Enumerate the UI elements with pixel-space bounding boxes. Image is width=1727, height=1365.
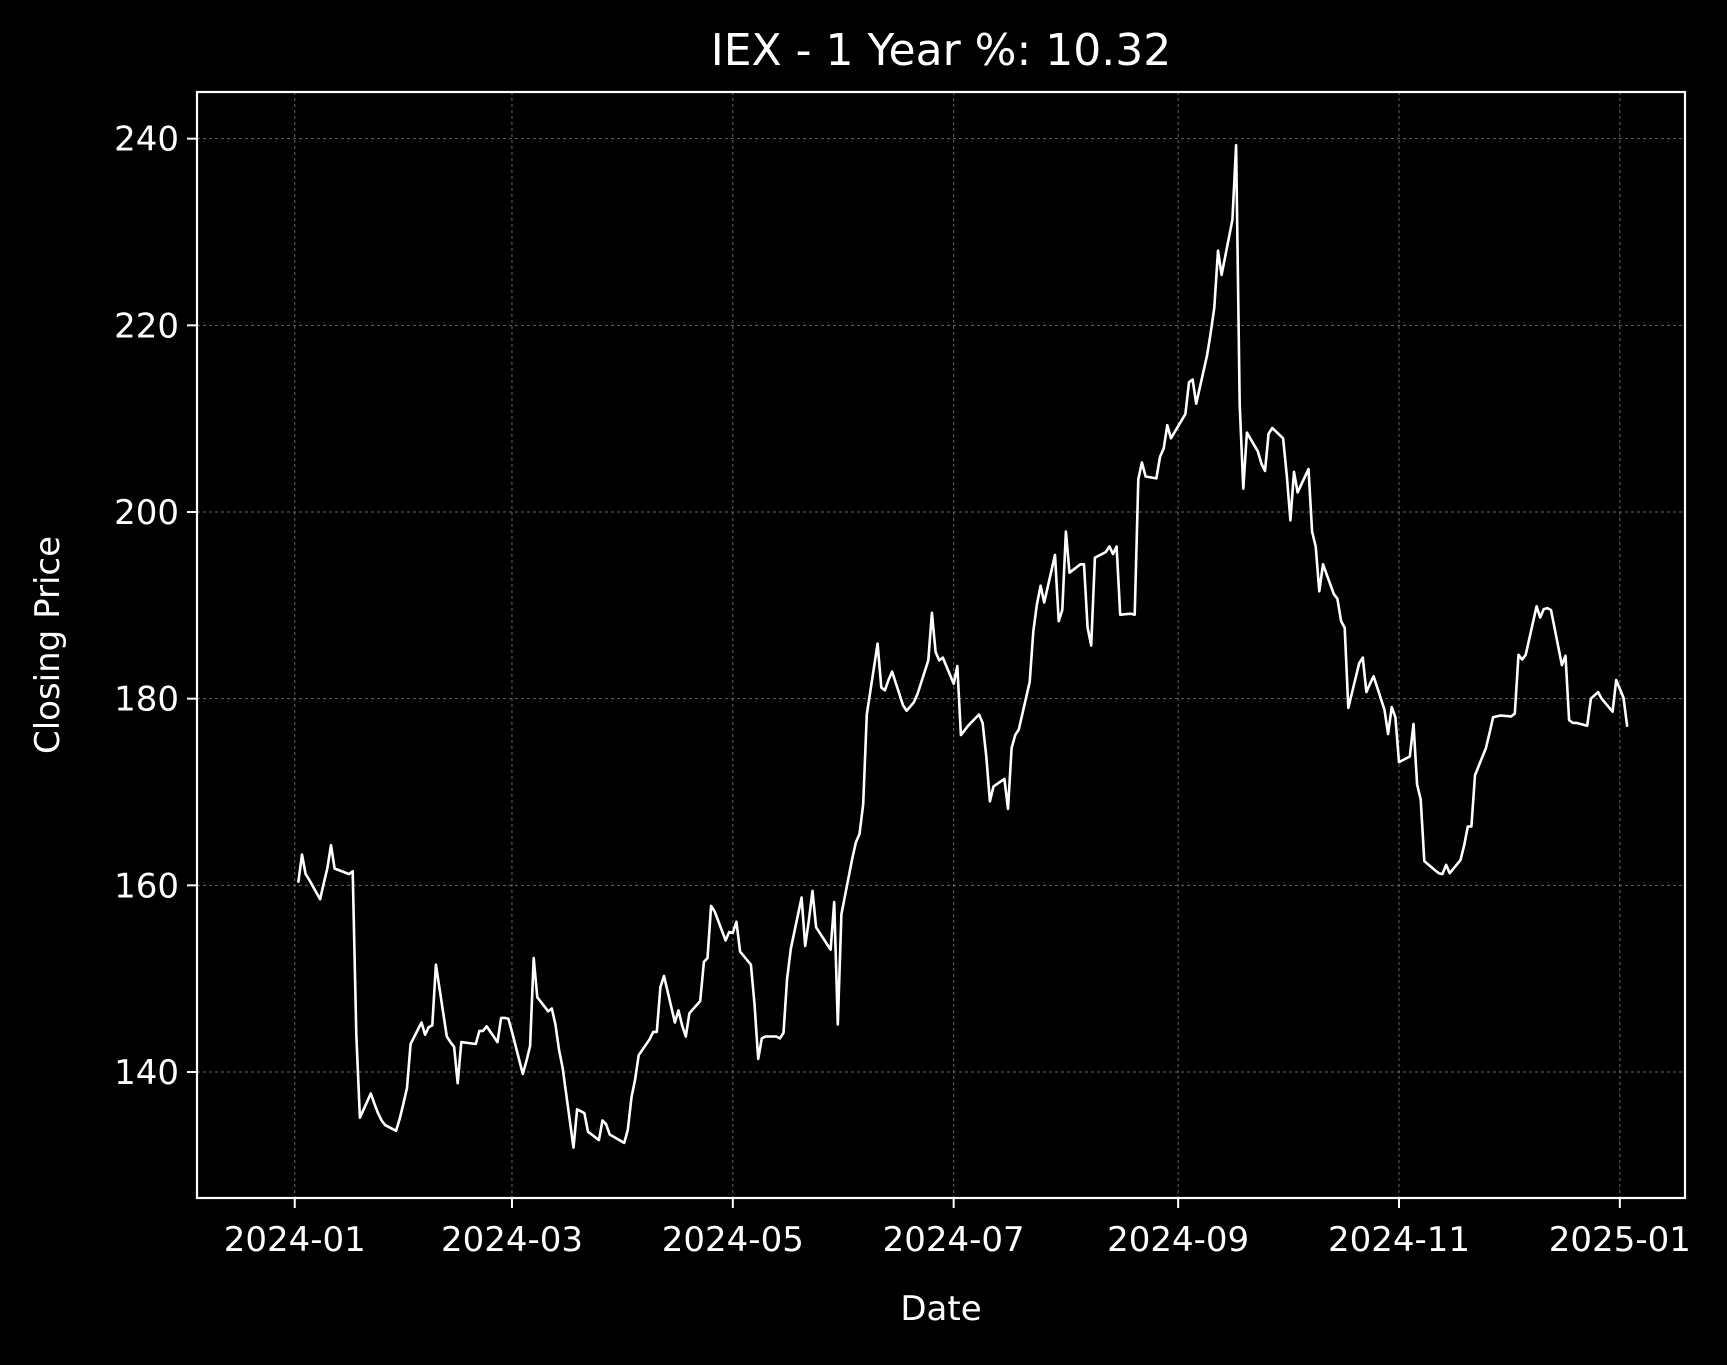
x-axis-label: Date bbox=[900, 1289, 981, 1329]
x-tick-label: 2024-07 bbox=[883, 1220, 1025, 1260]
chart-title: IEX - 1 Year %: 10.32 bbox=[711, 25, 1171, 76]
axis-ticks: 2024-01 2024-03 2024-05 2024-07 2024-09 2024-… bbox=[114, 120, 1691, 1260]
x-tick-label: 2024-11 bbox=[1328, 1220, 1470, 1260]
y-tick-label: 160 bbox=[114, 866, 179, 906]
y-axis-label: Closing Price bbox=[28, 536, 68, 754]
plot-frame bbox=[195, 90, 1687, 1200]
y-tick-label: 140 bbox=[114, 1053, 179, 1093]
y-tick-label: 180 bbox=[114, 680, 179, 720]
series-layer bbox=[297, 143, 1629, 1149]
x-tick-label: 2024-09 bbox=[1107, 1220, 1249, 1260]
grid-lines bbox=[197, 92, 1685, 1198]
y-tick-label: 220 bbox=[114, 306, 179, 346]
x-tick-label: 2024-05 bbox=[662, 1220, 804, 1260]
x-tick-label: 2024-03 bbox=[441, 1220, 583, 1260]
y-tick-label: 200 bbox=[114, 493, 179, 533]
x-tick-label: 2025-01 bbox=[1549, 1220, 1691, 1260]
x-tick-label: 2024-01 bbox=[224, 1220, 366, 1260]
y-tick-label: 240 bbox=[114, 120, 179, 160]
series-line bbox=[297, 143, 1629, 1149]
